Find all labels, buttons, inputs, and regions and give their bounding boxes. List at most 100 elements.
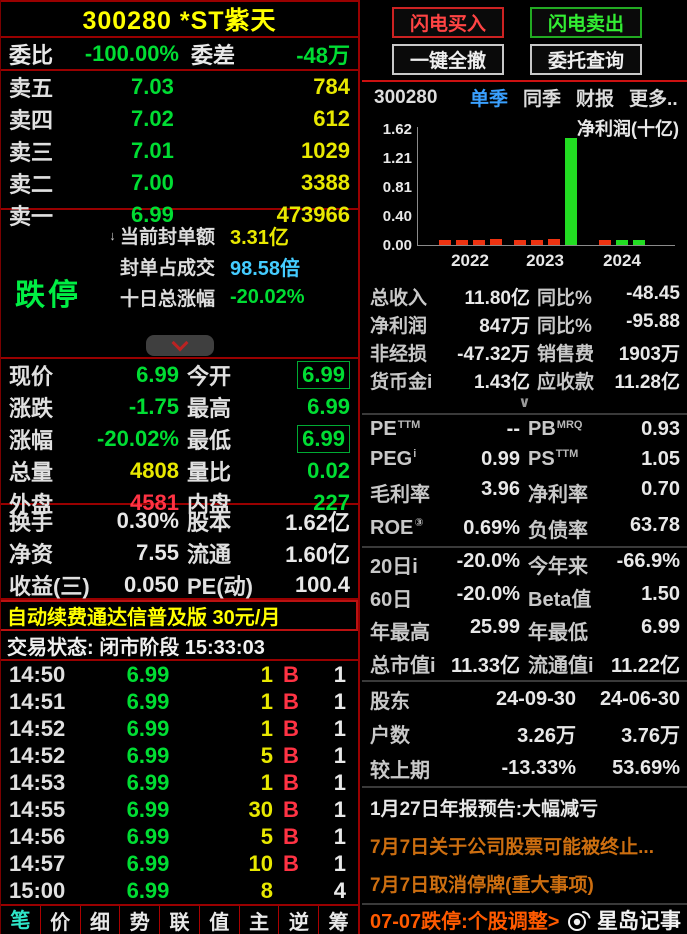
news-item[interactable]: 1月27日年报预告:大幅减亏 <box>370 798 599 820</box>
performance-section: 20日i -20.0% 今年来 -66.9% 60日 -20.0% Beta值 … <box>362 548 687 682</box>
seal-info-row: 封单占成交 98.58倍 <box>105 251 354 282</box>
news-item[interactable]: 7月7日关于公司股票可能被终止... <box>370 836 654 858</box>
trade-side: B <box>283 850 299 876</box>
fund-value: 0.050 <box>123 572 179 597</box>
trade-time: 14:50 <box>9 661 66 687</box>
performance-value: -66.9% <box>616 550 680 572</box>
seal-info-value: 98.58倍 <box>230 258 301 280</box>
quote-panel: 300280 *ST紫天 委比 -100.00% 委差 -48万 卖五 7.03… <box>0 0 360 934</box>
trade-volume: 1 <box>260 769 273 795</box>
order-button[interactable]: 闪电卖出 <box>530 7 642 38</box>
performance-label: Beta值 <box>528 589 592 611</box>
shareholder-value: -13.33% <box>501 757 577 780</box>
quote-label: 量比 <box>187 460 232 485</box>
collapse-panel-button[interactable] <box>145 334 214 356</box>
trade-count: 1 <box>333 742 346 768</box>
trade-price: 6.99 <box>126 850 170 876</box>
tab-笔[interactable]: 笔 <box>1 906 41 934</box>
limit-down-section: 跌停 ↓ 当前封单额 3.31亿 封单占成交 98.58倍 十日总涨幅 -20.… <box>1 210 358 359</box>
news-item[interactable]: 7月7日取消停牌(重大事项) <box>370 875 594 897</box>
tab-逆[interactable]: 逆 <box>279 906 320 934</box>
seal-info-label: 十日总涨幅 <box>120 289 216 310</box>
weicha-label: 委差 <box>191 42 236 68</box>
detail-panel: 闪电买入 闪电卖出 一键全撤 委托查询 300280 单季 同季 财报 更多.. 净利润(十… <box>362 0 687 934</box>
trade-count: 1 <box>333 661 346 687</box>
trade-time: 14:57 <box>9 850 66 876</box>
bottom-ticker-bar: 07-07跌停:个股调整> 星岛记事 <box>362 905 687 934</box>
trade-time: 14:51 <box>9 688 66 714</box>
performance-value: 11.33亿 <box>451 655 520 677</box>
limit-news-link[interactable]: 07-07跌停:个股调整> <box>370 911 560 933</box>
order-button[interactable]: 一键全撤 <box>392 44 504 75</box>
finance-tab[interactable]: 财报 <box>576 89 615 110</box>
quote-value: 6.99 <box>136 362 179 387</box>
trade-count: 1 <box>333 823 346 849</box>
trade-volume: 5 <box>260 823 273 849</box>
valuation-row: PEGi 0.99 PSTTM 1.05 <box>362 448 687 471</box>
finance-header: 300280 单季 同季 财报 更多.. <box>362 82 687 113</box>
trade-price: 6.99 <box>126 769 170 795</box>
shareholder-section: 股东 24-09-30 24-06-30 户数 3.26万 3.76万 较上期 … <box>362 682 687 788</box>
valuation-value: -- <box>506 418 520 441</box>
weicha-value: -48万 <box>296 42 350 68</box>
trade-count: 4 <box>333 877 346 903</box>
income-label: 非经损 <box>370 343 428 365</box>
finance-tab[interactable]: 同季 <box>523 89 562 110</box>
tab-值[interactable]: 值 <box>200 906 240 934</box>
valuation-row: PETTM -- PBMRQ 0.93 <box>362 418 687 441</box>
trade-count: 1 <box>333 796 346 822</box>
shareholder-value: 24-06-30 <box>599 687 680 710</box>
expand-more-button[interactable]: ∨ <box>518 394 531 411</box>
net-profit-chart: 净利润(十亿) 1.62 1.21 0.81 0.40 0.00 2022 2023 2024 <box>362 113 687 280</box>
trade-row: 14:56 6.99 5 B 1 <box>1 823 358 850</box>
order-button-area: 闪电买入 闪电卖出 一键全撤 委托查询 <box>362 0 687 82</box>
trade-price: 6.99 <box>126 688 170 714</box>
tab-主[interactable]: 主 <box>240 906 280 934</box>
income-label: 同比% <box>537 287 592 309</box>
tab-筹[interactable]: 筹 <box>328 911 349 934</box>
ask-price: 7.01 <box>131 138 174 163</box>
valuation-value: 63.78 <box>629 513 680 536</box>
income-label: 货币金i <box>370 371 433 393</box>
seal-info-row: 十日总涨幅 -20.02% <box>105 282 354 313</box>
ask-row: 卖五 7.03 784 <box>1 71 358 103</box>
fund-value: 7.55 <box>136 540 179 565</box>
finance-tab-bar: 单季 同季 财报 更多.. <box>470 84 678 111</box>
income-label: 总收入 <box>370 287 428 309</box>
performance-label: 20日i <box>370 556 418 578</box>
tab-势[interactable]: 势 <box>120 906 161 934</box>
valuation-label: PBMRQ <box>528 418 583 441</box>
performance-row: 年最高 25.99 年最低 6.99 <box>362 616 687 645</box>
performance-value: -20.0% <box>456 583 520 605</box>
tab-联[interactable]: 联 <box>160 906 200 934</box>
fund-value: 1.60亿 <box>285 542 350 567</box>
trade-count: 1 <box>333 688 346 714</box>
fund-value: 0.30% <box>116 508 179 533</box>
income-value: 847万 <box>479 315 530 337</box>
order-button[interactable]: 委托查询 <box>530 44 642 75</box>
chart-ytick: 1.21 <box>382 150 412 167</box>
valuation-value: 0.99 <box>481 448 520 471</box>
fund-value: 1.62亿 <box>285 510 350 535</box>
ask-volume: 784 <box>313 74 350 99</box>
ask-row: 卖三 7.01 1029 <box>1 135 358 167</box>
quote-row: 现价 6.99 今开 6.99 <box>1 359 358 391</box>
finance-tab[interactable]: 单季 <box>470 89 509 110</box>
income-value: 1903万 <box>618 343 680 365</box>
tab-细[interactable]: 细 <box>81 906 121 934</box>
trade-time: 14:56 <box>9 823 66 849</box>
trade-time: 14:53 <box>9 769 66 795</box>
trade-status-bar: 交易状态: 闭市阶段 15:33:03 <box>1 631 358 661</box>
performance-label: 年最高 <box>370 622 430 644</box>
chart-bar <box>514 240 526 245</box>
quote-value: 227 <box>313 490 350 515</box>
chart-ytick: 0.40 <box>382 208 412 225</box>
subscription-banner[interactable]: 自动续费通达信普及版 30元/月 <box>1 600 358 631</box>
chart-bar <box>473 240 485 245</box>
finance-tab[interactable]: 更多.. <box>629 89 678 110</box>
tab-价[interactable]: 价 <box>41 906 81 934</box>
trade-row: 14:50 6.99 1 B 1 <box>1 661 358 688</box>
order-button[interactable]: 闪电买入 <box>392 7 504 38</box>
income-label: 净利润 <box>370 315 428 337</box>
quote-label: 最高 <box>187 396 232 421</box>
